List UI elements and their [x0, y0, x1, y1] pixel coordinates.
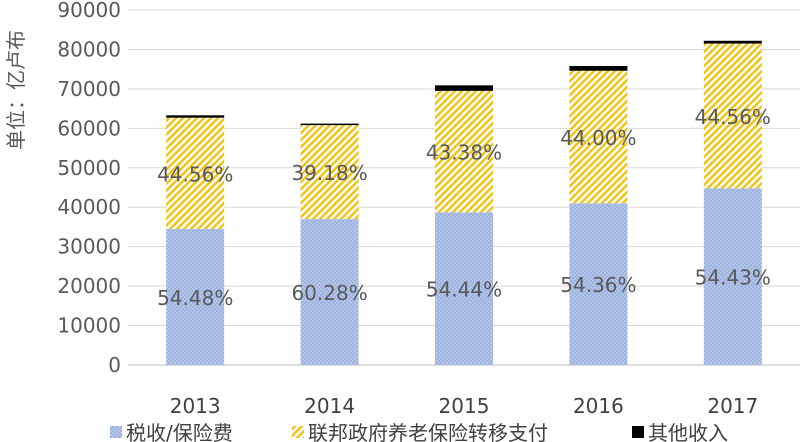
bar-tax: [435, 212, 493, 365]
bar-tax: [166, 228, 225, 365]
data-label: 54.48%: [157, 286, 233, 310]
data-label: 44.00%: [560, 126, 636, 150]
bars: [166, 40, 762, 365]
y-axis-ticks: 0 10000 20000 30000 40000 50000 60000 70000 8000…: [57, 0, 121, 377]
y-tick-label: 70000: [57, 77, 121, 101]
bar-other: [166, 115, 225, 118]
legend: 税收/保险费 联邦政府养老保险转移支付 其他收入: [110, 421, 728, 442]
bar-transfer: [703, 43, 762, 189]
bar-tax: [703, 188, 762, 365]
x-tick-label: 2014: [304, 394, 355, 418]
data-label: 54.43%: [695, 266, 771, 290]
y-tick-label: 90000: [57, 0, 121, 22]
y-axis-label: 单位：亿卢布: [4, 30, 28, 150]
x-axis-ticks: 2013 2014 2015 2016 2017: [170, 394, 759, 418]
legend-label: 税收/保险费: [126, 421, 233, 442]
y-tick-label: 20000: [57, 274, 121, 298]
legend-label: 联邦政府养老保险转移支付: [308, 421, 548, 442]
y-tick-label: 40000: [57, 195, 121, 219]
legend-swatch-other: [632, 426, 644, 438]
bar-other: [300, 123, 359, 126]
y-tick-label: 30000: [57, 235, 121, 259]
data-label: 54.36%: [560, 273, 636, 297]
bar-other: [435, 85, 493, 91]
bar-transfer: [435, 90, 493, 213]
y-tick-label: 0: [108, 353, 121, 377]
bar-transfer: [300, 124, 359, 220]
x-tick-label: 2016: [573, 394, 624, 418]
data-label: 44.56%: [157, 162, 233, 186]
bar-tax: [569, 203, 628, 365]
y-tick-label: 10000: [57, 314, 121, 338]
bar-tax: [300, 219, 359, 365]
data-label: 43.38%: [426, 141, 502, 165]
y-tick-label: 60000: [57, 116, 121, 140]
bar-other: [703, 40, 762, 44]
data-labels: 54.48% 44.56% 60.28% 39.18% 54.44% 43.38% 54.3…: [157, 105, 771, 310]
bar-other: [569, 66, 628, 71]
legend-label: 其他收入: [648, 421, 728, 442]
y-tick-label: 50000: [57, 156, 121, 180]
bar-transfer: [166, 117, 225, 229]
bar-transfer: [569, 70, 628, 204]
data-label: 54.44%: [426, 278, 502, 302]
data-label: 60.28%: [291, 281, 367, 305]
x-tick-label: 2017: [707, 394, 758, 418]
y-tick-label: 80000: [57, 37, 121, 61]
data-label: 39.18%: [291, 161, 367, 185]
legend-swatch-transfer: [292, 426, 304, 438]
legend-swatch-tax: [110, 426, 122, 438]
x-tick-label: 2013: [170, 394, 221, 418]
data-label: 44.56%: [695, 105, 771, 129]
x-tick-label: 2015: [439, 394, 490, 418]
